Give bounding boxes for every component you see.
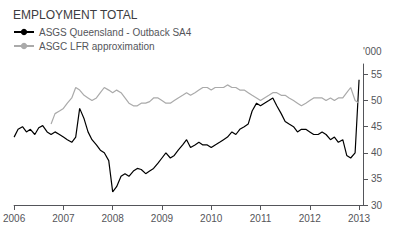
svg-text:2011: 2011 xyxy=(250,213,272,224)
svg-text:2012: 2012 xyxy=(299,213,322,224)
svg-text:ASGC LFR approximation: ASGC LFR approximation xyxy=(39,41,155,52)
svg-text:2006: 2006 xyxy=(3,213,26,224)
svg-text:30: 30 xyxy=(371,200,383,211)
svg-text:2009: 2009 xyxy=(151,213,174,224)
svg-text:55: 55 xyxy=(371,69,383,80)
svg-text:35: 35 xyxy=(371,173,383,184)
svg-text:2007: 2007 xyxy=(52,213,75,224)
svg-text:2013: 2013 xyxy=(348,213,371,224)
svg-text:EMPLOYMENT TOTAL: EMPLOYMENT TOTAL xyxy=(13,8,138,22)
svg-text:40: 40 xyxy=(371,147,383,158)
svg-text:ASGS Queensland - Outback SA4: ASGS Queensland - Outback SA4 xyxy=(39,27,192,38)
svg-text:45: 45 xyxy=(371,121,383,132)
svg-text:2008: 2008 xyxy=(102,213,125,224)
svg-text:2010: 2010 xyxy=(200,213,223,224)
svg-text:50: 50 xyxy=(371,95,383,106)
svg-text:'000: '000 xyxy=(363,46,382,57)
